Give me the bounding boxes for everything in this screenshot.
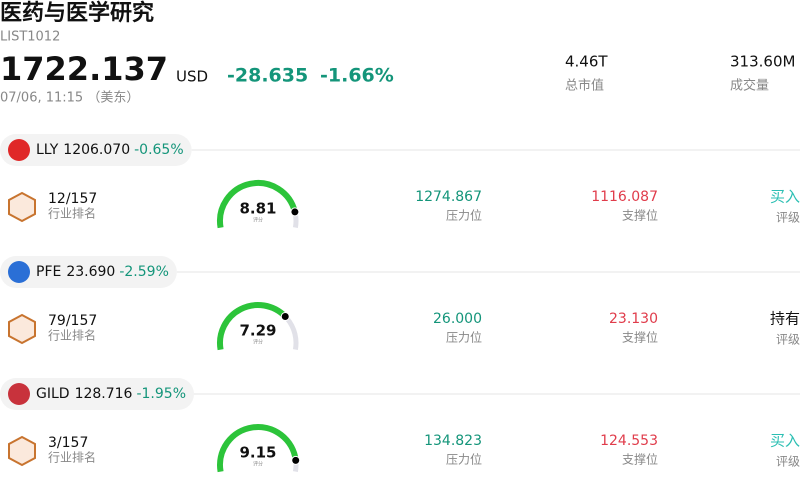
support: 1116.087 — [591, 189, 658, 205]
rating: 持有 — [770, 310, 800, 328]
currency: USD — [176, 68, 208, 86]
rating: 买入 — [770, 188, 800, 206]
rank: 79/157 — [48, 313, 97, 329]
rank: 12/157 — [48, 191, 97, 207]
rating-label: 评级 — [776, 455, 800, 469]
score-label: 评分 — [253, 339, 263, 346]
stock-logo — [8, 383, 30, 405]
rank-label: 行业排名 — [48, 328, 96, 343]
gauge-dot — [290, 207, 300, 217]
market-cap: 4.46T — [565, 53, 608, 71]
stock-change: -0.65% — [134, 142, 184, 158]
market-cap-label: 总市值 — [565, 78, 604, 94]
resistance-label: 压力位 — [446, 452, 482, 467]
title: 医药与医学研究 — [0, 0, 154, 26]
gauge-fill — [217, 180, 298, 229]
stock-pill — [0, 134, 192, 166]
volume: 313.60M — [730, 53, 795, 71]
stock-change: -1.95% — [136, 386, 186, 402]
stock-price: 128.716 — [75, 386, 133, 402]
score-label: 评分 — [253, 461, 263, 468]
rating-label: 评级 — [776, 333, 800, 347]
gauge-dot — [280, 312, 290, 322]
rank-icon — [8, 313, 36, 345]
resistance: 134.823 — [424, 433, 482, 449]
stock-logo — [8, 261, 30, 283]
change-pct: -1.66% — [320, 65, 394, 87]
support-label: 支撑位 — [622, 452, 658, 467]
support-label: 支撑位 — [622, 330, 658, 345]
rating: 买入 — [770, 432, 800, 450]
resistance-label: 压力位 — [446, 208, 482, 223]
support: 124.553 — [600, 433, 658, 449]
rank-label: 行业排名 — [48, 450, 96, 465]
gauge-dot — [291, 455, 301, 465]
score: 9.15 — [239, 444, 276, 462]
support-label: 支撑位 — [622, 208, 658, 223]
support: 23.130 — [609, 311, 658, 327]
stock-logo — [8, 139, 30, 161]
gauge-fill — [217, 424, 299, 473]
rating-label: 评级 — [776, 211, 800, 225]
stock-price: 23.690 — [66, 264, 115, 280]
score-label: 评分 — [253, 217, 263, 224]
stock-change: -2.59% — [119, 264, 169, 280]
stock-pill — [0, 256, 177, 288]
time: 07/06, 11:15 （美东） — [0, 91, 139, 106]
code: LIST1012 — [0, 30, 60, 45]
resistance: 1274.867 — [415, 189, 482, 205]
rank-icon — [8, 191, 36, 223]
ticker: LLY — [36, 142, 59, 158]
resistance: 26.000 — [433, 311, 482, 327]
score: 8.81 — [239, 200, 276, 218]
stock-pill — [0, 378, 194, 410]
rank: 3/157 — [48, 435, 88, 451]
stock-price: 1206.070 — [63, 142, 130, 158]
ticker: GILD — [36, 386, 70, 402]
rank-label: 行业排名 — [48, 206, 96, 221]
volume-label: 成交量 — [730, 78, 769, 94]
rank-icon — [8, 435, 36, 467]
resistance-label: 压力位 — [446, 330, 482, 345]
score: 7.29 — [239, 322, 276, 340]
change: -28.635 — [227, 65, 308, 87]
gauge-fill — [217, 302, 288, 351]
price: 1722.137 — [0, 50, 168, 88]
ticker: PFE — [36, 264, 61, 280]
